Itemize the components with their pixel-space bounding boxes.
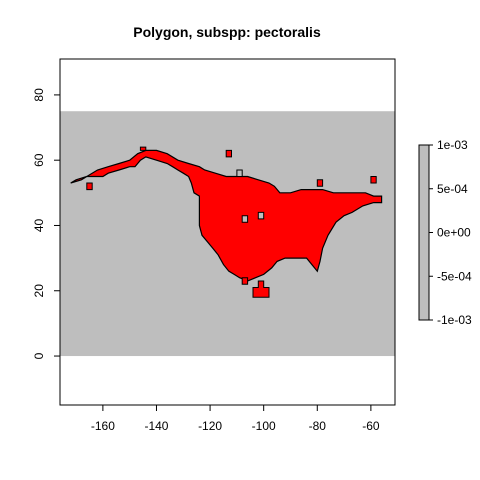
y-tick-label: 0 <box>32 352 46 359</box>
legend-tick-label: -1e-03 <box>437 313 472 327</box>
legend-tick-label: -5e-04 <box>437 269 472 283</box>
chart-title: Polygon, subspp: pectoralis <box>133 24 321 40</box>
x-tick-label: -80 <box>309 419 327 433</box>
range-polygon-island <box>252 280 270 298</box>
range-polygon-island <box>370 176 377 184</box>
y-tick-label: 60 <box>32 153 46 167</box>
legend-tick-label: 5e-04 <box>437 182 468 196</box>
range-polygon-main <box>70 149 383 282</box>
range-polygon-hole <box>236 169 243 177</box>
color-legend: 1e-03 5e-04 0e+00 -5e-04 -1e-03 <box>418 138 472 327</box>
y-axis: 0 20 40 60 80 <box>32 88 61 359</box>
y-tick-label: 40 <box>32 218 46 232</box>
range-polygon-island <box>225 149 232 158</box>
x-tick-label: -120 <box>198 419 222 433</box>
range-polygon-island <box>316 179 324 187</box>
range-polygon-island <box>241 277 249 285</box>
y-tick-label: 80 <box>32 88 46 102</box>
range-polygon-hole <box>241 215 249 223</box>
x-tick-label: -100 <box>252 419 276 433</box>
plot-area <box>59 58 396 406</box>
legend-tick-label: 0e+00 <box>437 226 471 240</box>
range-polygon-island <box>139 146 147 151</box>
legend-ticks: 1e-03 5e-04 0e+00 -5e-04 -1e-03 <box>429 138 472 327</box>
legend-colorbar <box>418 144 430 321</box>
x-tick-label: -140 <box>144 419 168 433</box>
x-axis: -160 -140 -120 -100 -80 -60 <box>91 404 380 433</box>
legend-tick-label: 1e-03 <box>437 138 468 152</box>
x-tick-label: -60 <box>362 419 380 433</box>
range-polygon-hole <box>257 211 265 220</box>
y-tick-label: 20 <box>32 284 46 298</box>
x-tick-label: -160 <box>91 419 115 433</box>
range-polygon-island <box>86 182 93 191</box>
species-range-polygons <box>70 146 383 298</box>
